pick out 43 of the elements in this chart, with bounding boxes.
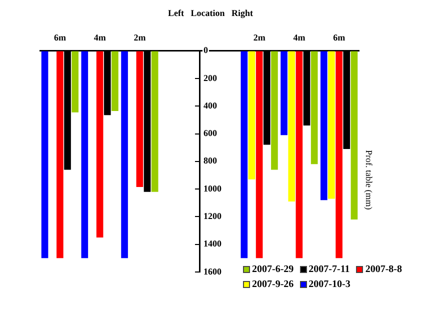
x-tick-label: 6m — [333, 32, 346, 43]
bar — [350, 51, 358, 220]
y-tick-label: 0 — [204, 45, 208, 56]
legend-label: 2007-9-26 — [252, 279, 294, 290]
bar — [296, 51, 303, 258]
bar — [336, 51, 342, 258]
bar — [81, 51, 88, 258]
bar — [288, 51, 296, 202]
y-tick-label: 200 — [204, 72, 218, 83]
legend-label: 2007-10-3 — [308, 279, 350, 290]
bar — [96, 51, 104, 238]
x-tick-label: 2m — [134, 32, 146, 43]
bar — [240, 51, 248, 258]
legend-label: 2007-7-11 — [308, 264, 350, 275]
bar — [112, 51, 118, 111]
bar — [248, 51, 256, 180]
legend-label: 2007-6-29 — [252, 264, 294, 275]
y-axis-title: Prof. table (mm) — [364, 150, 374, 210]
x-tick-label: 6m — [54, 32, 66, 43]
x-tick-label: 2m — [253, 32, 266, 43]
bar — [280, 51, 288, 136]
legend-label: 2007-8-8 — [365, 264, 402, 275]
y-tick-label: 1400 — [204, 238, 222, 249]
bar — [310, 51, 318, 164]
y-tick-label: 800 — [204, 156, 218, 166]
y-tick-label: 1000 — [204, 183, 222, 194]
bar — [151, 51, 158, 192]
bar — [136, 51, 144, 187]
bar — [72, 51, 78, 112]
bar — [41, 51, 48, 258]
x-tick-label: 4m — [293, 32, 306, 43]
y-tick-label: 1200 — [204, 211, 222, 222]
bar — [56, 51, 64, 258]
chart-title: Left Location Right — [167, 8, 254, 18]
bar — [271, 51, 278, 170]
bar — [256, 51, 263, 258]
bar — [121, 51, 128, 258]
y-tick-label: 400 — [204, 100, 218, 110]
bar — [328, 51, 335, 199]
y-tick-label: 600 — [204, 128, 218, 138]
bar — [320, 51, 328, 200]
x-tick-label: 4m — [94, 32, 106, 43]
y-tick-label: 1600 — [204, 266, 222, 276]
